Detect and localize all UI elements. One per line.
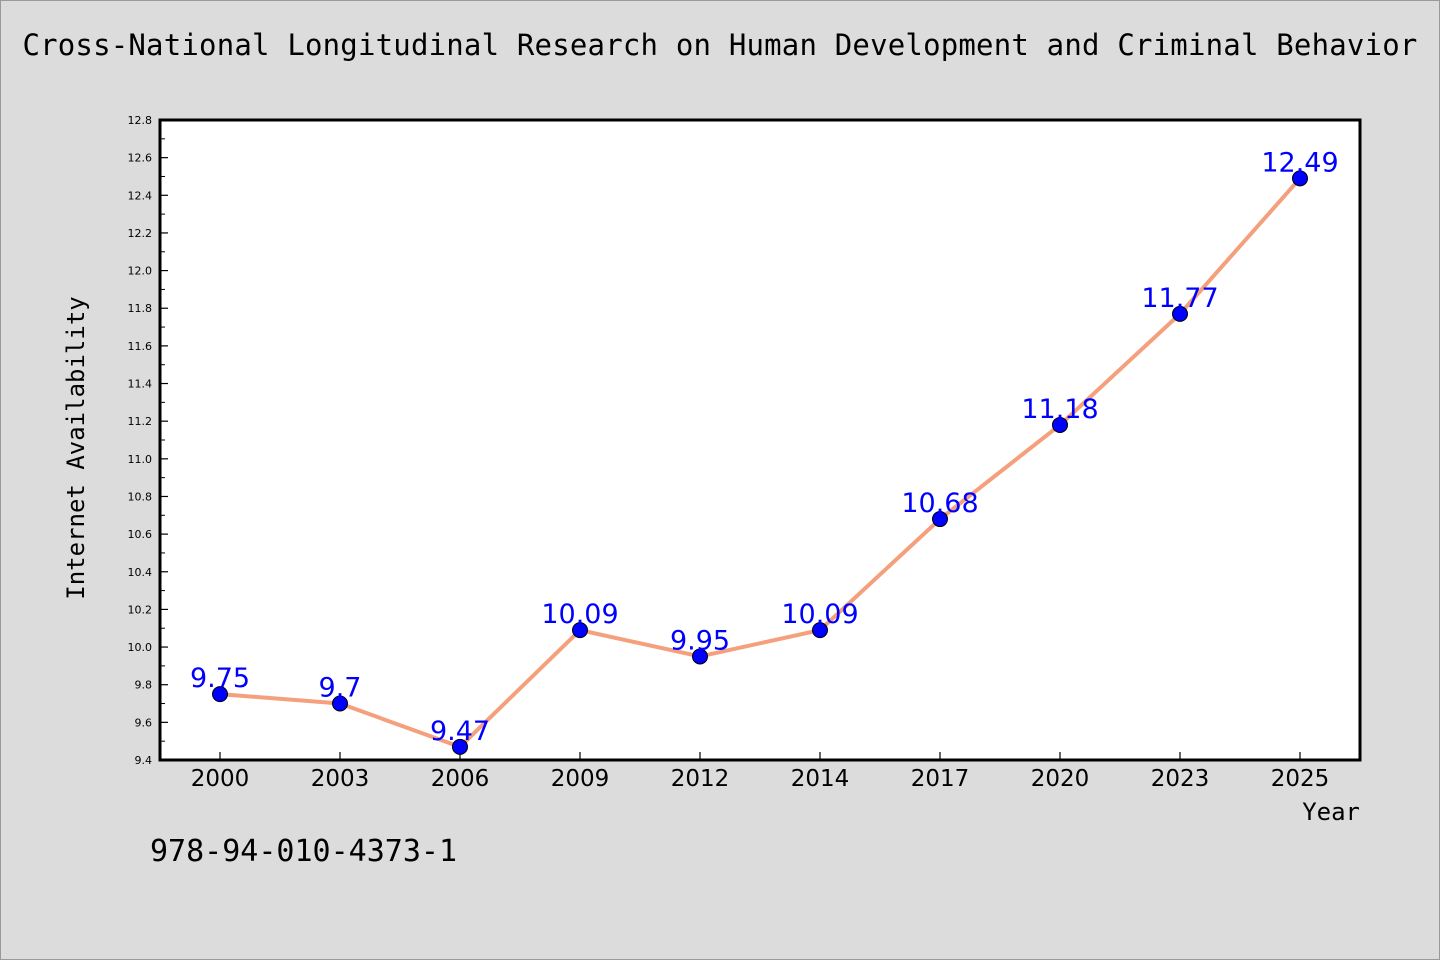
- x-tick-label: 2023: [1151, 766, 1210, 792]
- y-tick-label: 11.8: [128, 302, 153, 315]
- y-tick-label: 12.4: [128, 189, 153, 202]
- y-tick-label: 11.2: [128, 415, 153, 428]
- x-tick-label: 2006: [431, 766, 490, 792]
- y-axis-label: Internet Availability: [62, 296, 90, 599]
- x-tick-label: 2017: [911, 766, 970, 792]
- chart-title: Cross-National Longitudinal Research on …: [22, 28, 1418, 62]
- y-tick-label: 11.4: [128, 378, 153, 391]
- data-point: [1172, 305, 1188, 322]
- data-point: [692, 648, 708, 665]
- data-point: [1052, 416, 1068, 433]
- data-point: [452, 738, 468, 755]
- y-tick-label: 10.2: [128, 603, 153, 616]
- data-label: 11.18: [1021, 394, 1098, 425]
- y-tick-label: 10.0: [128, 641, 153, 654]
- data-point: [812, 622, 828, 639]
- y-tick-label: 12.8: [128, 114, 153, 127]
- data-point: [1292, 170, 1308, 187]
- x-tick-label: 2009: [551, 766, 610, 792]
- data-point: [332, 695, 348, 712]
- y-tick-label: 10.6: [128, 528, 153, 541]
- data-label: 9.95: [670, 625, 730, 656]
- y-tick-label: 12.2: [128, 227, 153, 240]
- data-label: 9.75: [190, 663, 250, 694]
- y-tick-label: 9.4: [135, 754, 153, 767]
- data-label: 11.77: [1141, 283, 1218, 314]
- x-tick-label: 2025: [1271, 766, 1330, 792]
- data-label: 10.09: [541, 599, 618, 630]
- plot-area: [160, 120, 1360, 760]
- x-axis-label: Year: [1302, 798, 1360, 826]
- y-tick-label: 10.8: [128, 490, 153, 503]
- data-labels: 9.75 9.7 9.47 10.09 9.95 10.09 10.68 11.18 11.77…: [190, 147, 1339, 746]
- y-tick-label: 10.4: [128, 566, 153, 579]
- series-line: [218, 176, 1302, 749]
- y-tick-label: 12.0: [128, 265, 153, 278]
- y-tick-label: 11.0: [128, 453, 153, 466]
- series-markers: [212, 170, 1308, 755]
- y-tick-label: 9.6: [135, 716, 153, 729]
- y-tick-label: 12.6: [128, 152, 153, 165]
- y-tick-label: 11.6: [128, 340, 153, 353]
- data-label: 9.7: [319, 673, 362, 704]
- x-tick-label: 2003: [311, 766, 370, 792]
- data-label: 9.47: [430, 716, 490, 747]
- footer-code: 978-94-010-4373-1: [150, 834, 458, 869]
- data-label: 10.09: [781, 599, 858, 630]
- x-tick-label: 2000: [191, 766, 250, 792]
- x-tick-label: 2014: [791, 766, 850, 792]
- data-label: 10.68: [901, 488, 978, 519]
- data-point: [572, 622, 588, 639]
- plot-border: [158, 118, 1362, 762]
- data-point: [932, 511, 948, 528]
- data-point: [212, 686, 228, 703]
- data-label: 12.49: [1261, 147, 1338, 178]
- x-axis-ticks: 2000 2003 2006 2009 2012 2014 2017 2020 2023 2025: [191, 752, 1330, 792]
- x-tick-label: 2012: [671, 766, 730, 792]
- x-tick-label: 2020: [1031, 766, 1090, 792]
- y-tick-label: 9.8: [135, 679, 153, 692]
